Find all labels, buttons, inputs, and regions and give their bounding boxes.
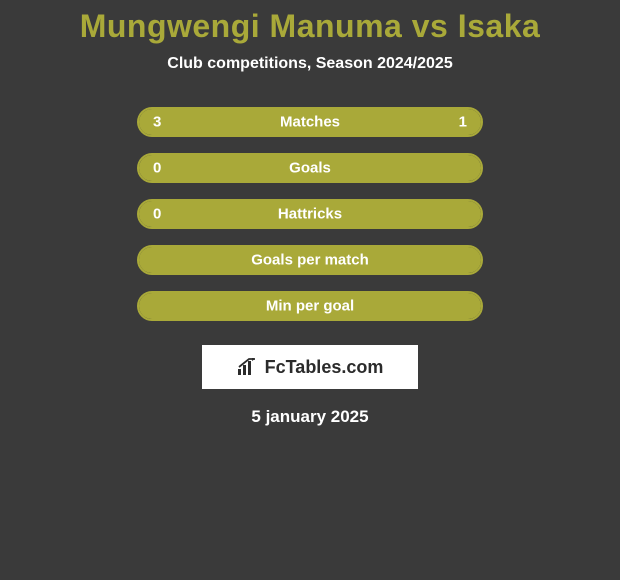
stat-value-left: 3 — [153, 114, 161, 131]
stat-value-left: 0 — [153, 206, 161, 223]
stat-row: 0 Hattricks — [137, 199, 483, 229]
stat-label: Goals per match — [251, 252, 369, 269]
stat-rows: 3 1 Matches 0 Goals 0 Hattricks Goals per match… — [137, 107, 483, 337]
stat-row: 0 Goals — [137, 153, 483, 183]
stat-row: Goals per match — [137, 245, 483, 275]
bar-fill-right — [396, 109, 482, 135]
subtitle: Club competitions, Season 2024/2025 — [167, 55, 452, 73]
stat-bar: 0 Goals — [137, 153, 483, 183]
stat-value-left: 0 — [153, 160, 161, 177]
stat-bar: 3 1 Matches — [137, 107, 483, 137]
branding-badge: FcTables.com — [202, 345, 418, 389]
date: 5 january 2025 — [251, 407, 368, 427]
stat-label: Min per goal — [266, 298, 354, 315]
infographic-container: Mungwengi Manuma vs Isaka Club competiti… — [0, 0, 620, 427]
stat-row: 3 1 Matches — [137, 107, 483, 137]
stat-row: Min per goal — [137, 291, 483, 321]
stat-bar: 0 Hattricks — [137, 199, 483, 229]
stat-bar: Min per goal — [137, 291, 483, 321]
chart-icon — [237, 358, 259, 376]
title: Mungwengi Manuma vs Isaka — [80, 8, 541, 45]
stat-bar: Goals per match — [137, 245, 483, 275]
stat-label: Matches — [280, 114, 340, 131]
stat-value-right: 1 — [459, 114, 467, 131]
stat-label: Goals — [289, 160, 331, 177]
bar-fill-left — [139, 109, 396, 135]
stat-label: Hattricks — [278, 206, 342, 223]
branding-text: FcTables.com — [265, 357, 384, 378]
